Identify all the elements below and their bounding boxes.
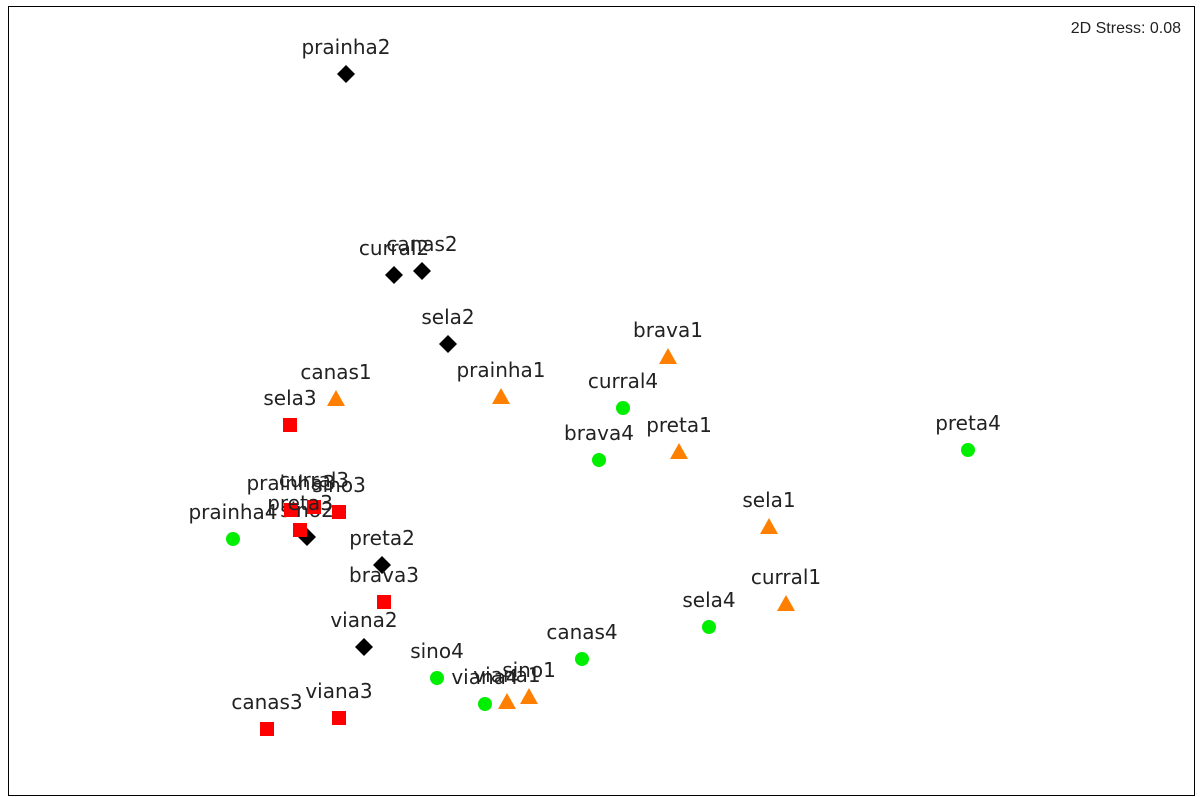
point-brava4 (592, 453, 606, 467)
point-label-curral2: curral2 (359, 236, 429, 260)
point-prainha1 (492, 388, 510, 404)
point-label-prainha4: prainha4 (188, 500, 277, 524)
point-canas4 (575, 652, 589, 666)
point-label-brava3: brava3 (349, 563, 419, 587)
point-brava1 (659, 348, 677, 364)
point-label-brava4: brava4 (564, 421, 634, 445)
point-curral3 (307, 500, 321, 514)
point-label-curral3: curral3 (279, 468, 349, 492)
point-curral4 (616, 401, 630, 415)
marks-group: prainha2canas2curral2sela2sino2preta2via… (188, 35, 1001, 736)
point-viana3 (332, 711, 346, 725)
point-label-prainha3: prainha3 (246, 471, 335, 495)
point-sino4 (430, 671, 444, 685)
point-label-preta1: preta1 (646, 413, 712, 437)
point-label-preta4: preta4 (935, 411, 1001, 435)
point-label-brava1: brava1 (633, 318, 703, 342)
point-label-viana4: viana4 (451, 665, 518, 689)
point-label-viana2: viana2 (330, 608, 397, 632)
point-label-canas1: canas1 (300, 360, 371, 384)
point-brava3 (377, 595, 391, 609)
point-sela4 (702, 620, 716, 634)
plot-area: 2D Stress: 0.08 prainha2 canas2 curral2 sel… (8, 6, 1195, 796)
point-canas3 (260, 722, 274, 736)
point-sela2 (439, 335, 457, 353)
point-canas1 (327, 390, 345, 406)
point-label-curral4: curral4 (588, 369, 658, 393)
point-label-preta3: preta3 (267, 491, 333, 515)
point-prainha3 (284, 503, 298, 517)
point-sela1 (760, 518, 778, 534)
point-label-viana1: viana1 (473, 663, 540, 687)
point-preta4 (961, 443, 975, 457)
point-viana4 (478, 697, 492, 711)
point-viana2 (355, 638, 373, 656)
point-sino3 (332, 505, 346, 519)
point-preta1 (670, 443, 688, 459)
point-viana1 (498, 693, 516, 709)
point-label-prainha1: prainha1 (456, 358, 545, 382)
point-label-canas2: canas2 (386, 232, 457, 256)
point-canas2 (413, 262, 431, 280)
point-curral2 (385, 266, 403, 284)
point-label-sino4: sino4 (410, 639, 464, 663)
stress-annotation: 2D Stress: 0.08 (1071, 20, 1181, 37)
point-label-viana3: viana3 (305, 679, 372, 703)
point-prainha4 (226, 532, 240, 546)
point-sela3 (283, 418, 297, 432)
point-preta2 (373, 556, 391, 574)
point-sino1 (520, 688, 538, 704)
point-label-sela2: sela2 (421, 305, 474, 329)
point-label-preta2: preta2 (349, 526, 415, 550)
point-label-canas4: canas4 (546, 620, 617, 644)
point-label-prainha2: prainha2 (301, 35, 390, 59)
point-curral1 (777, 595, 795, 611)
point-preta3 (293, 523, 307, 537)
point-label-sela4: sela4 (682, 588, 735, 612)
point-label-sela3: sela3 (263, 386, 316, 410)
point-label-sino3: sino3 (312, 473, 366, 497)
point-label-sela1: sela1 (742, 488, 795, 512)
point-label-sino1: sino1 (502, 658, 556, 682)
point-label-canas3: canas3 (231, 690, 302, 714)
point-label-curral1: curral1 (751, 565, 821, 589)
point-prainha2 (337, 65, 355, 83)
